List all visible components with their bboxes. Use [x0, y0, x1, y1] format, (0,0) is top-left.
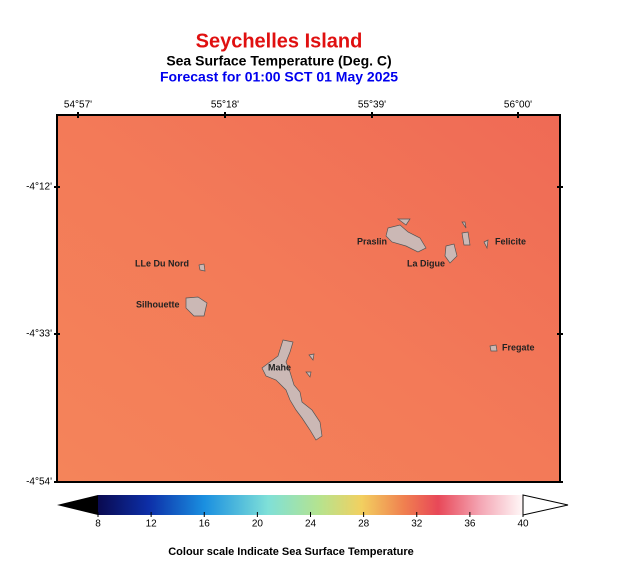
nord-island — [198, 263, 206, 272]
silhouette-island — [185, 296, 208, 317]
felicite-island — [483, 239, 489, 250]
lon-label: 55°18' — [211, 100, 239, 111]
lat-label: -4°33' — [26, 329, 52, 340]
title: Seychelles Island — [196, 30, 363, 52]
colorbar-tick-label: 32 — [411, 519, 423, 530]
lon-label: 54°57' — [64, 100, 92, 111]
mahe-island — [261, 339, 323, 441]
colorbar-high-arrow — [522, 494, 569, 516]
colorbar-tick-label: 36 — [464, 519, 476, 530]
lat-label: -4°12' — [26, 182, 52, 193]
place-label: La Digue — [407, 258, 445, 268]
place-label: Mahe — [268, 362, 291, 372]
forecast: Forecast for 01:00 SCT 01 May 2025 — [160, 69, 398, 85]
place-label: Fregate — [502, 342, 535, 352]
colorbar-tick-label: 16 — [199, 519, 211, 530]
place-label: LLe Du Nord — [135, 258, 189, 268]
colorbar-tick-label: 20 — [252, 519, 264, 530]
colorbar — [98, 495, 523, 515]
place-label: Silhouette — [136, 299, 180, 309]
colorbar-tick-label: 24 — [305, 519, 317, 530]
islands — [185, 218, 498, 441]
colorbar-tick-label: 28 — [358, 519, 370, 530]
subtitle: Sea Surface Temperature (Deg. C) — [166, 53, 391, 69]
colorbar-tick-label: 40 — [517, 519, 529, 530]
lat-label: -4°54' — [26, 477, 52, 488]
colorbar-tick-label: 8 — [95, 519, 101, 530]
ladigue-island — [444, 243, 458, 264]
place-label: Felicite — [495, 236, 526, 246]
small-island — [461, 221, 471, 246]
place-label: Praslin — [357, 236, 387, 246]
fregate-island — [489, 344, 498, 352]
lon-label: 55°39' — [358, 100, 386, 111]
colorbar-tick-label: 12 — [146, 519, 158, 530]
small-island — [305, 353, 315, 378]
lon-label: 56°00' — [504, 100, 532, 111]
praslin-island — [385, 218, 427, 253]
colorbar-low-arrow — [57, 495, 98, 515]
caption: Colour scale Indicate Sea Surface Temper… — [168, 546, 414, 558]
